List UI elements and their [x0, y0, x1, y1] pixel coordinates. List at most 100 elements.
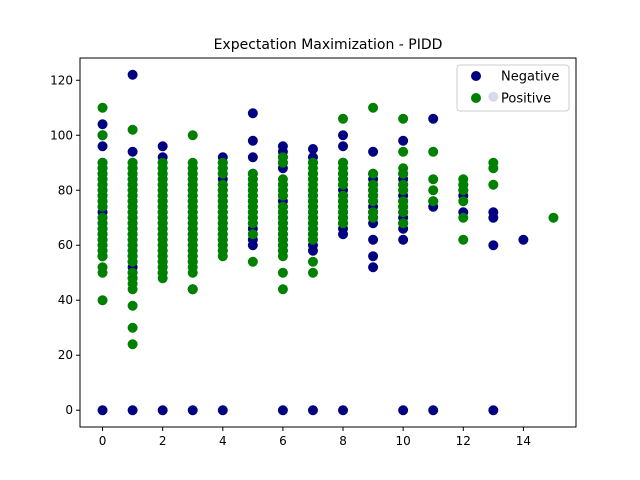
- data-point-positive: [277, 190, 288, 201]
- data-point-positive: [127, 322, 138, 333]
- data-point-positive: [127, 300, 138, 311]
- data-point-negative: [127, 146, 138, 157]
- data-point-positive: [368, 102, 379, 113]
- data-point-negative: [127, 69, 138, 80]
- data-point-negative: [488, 212, 499, 223]
- y-tick-label: 100: [50, 128, 73, 142]
- data-point-positive: [187, 130, 198, 141]
- data-point-negative: [217, 405, 228, 416]
- data-point-positive: [458, 196, 469, 207]
- data-point-negative: [368, 251, 379, 262]
- data-point-positive: [338, 218, 349, 229]
- data-point-negative: [368, 234, 379, 245]
- data-point-positive: [368, 212, 379, 223]
- data-point-positive: [127, 284, 138, 295]
- x-axis: 0 2 4 6 8 10 12 14: [99, 427, 531, 448]
- legend-label-negative: Negative: [501, 70, 559, 85]
- data-point-positive: [428, 174, 439, 185]
- data-point-negative: [307, 405, 318, 416]
- legend-marker-negative: [471, 71, 481, 81]
- data-point-negative: [368, 262, 379, 273]
- data-point-positive: [398, 146, 409, 157]
- x-tick-label: 14: [516, 434, 531, 448]
- legend: Negative Positive: [456, 64, 570, 112]
- data-point-negative: [247, 135, 258, 146]
- data-point-negative: [398, 135, 409, 146]
- data-point-positive: [307, 256, 318, 267]
- data-point-positive: [338, 179, 349, 190]
- data-point-positive: [127, 339, 138, 350]
- data-point-positive: [307, 267, 318, 278]
- data-point-negative: [97, 119, 108, 130]
- data-point-positive: [368, 196, 379, 207]
- data-point-positive: [217, 251, 228, 262]
- data-point-positive: [97, 130, 108, 141]
- data-point-negative: [338, 405, 349, 416]
- x-tick-label: 6: [279, 434, 287, 448]
- data-point-positive: [247, 218, 258, 229]
- data-point-positive: [307, 234, 318, 245]
- data-point-negative: [187, 405, 198, 416]
- data-point-positive: [338, 113, 349, 124]
- data-point-negative: [307, 245, 318, 256]
- data-point-negative: [428, 113, 439, 124]
- y-tick-label: 0: [65, 403, 73, 417]
- series-positive: [97, 102, 559, 350]
- data-point-positive: [398, 113, 409, 124]
- data-point-positive: [488, 163, 499, 174]
- data-point-positive: [187, 267, 198, 278]
- x-tick-label: 12: [456, 434, 471, 448]
- y-tick-label: 60: [58, 238, 73, 252]
- data-point-negative: [488, 405, 499, 416]
- data-point-positive: [428, 196, 439, 207]
- x-tick-label: 0: [99, 434, 107, 448]
- data-point-negative: [157, 141, 168, 152]
- data-point-positive: [548, 212, 559, 223]
- data-point-negative: [127, 405, 138, 416]
- y-tick-label: 40: [58, 293, 73, 307]
- y-tick-label: 20: [58, 348, 73, 362]
- data-point-positive: [97, 201, 108, 212]
- data-point-positive: [398, 168, 409, 179]
- data-point-negative: [398, 405, 409, 416]
- data-point-positive: [247, 256, 258, 267]
- x-tick-label: 4: [219, 434, 227, 448]
- data-point-positive: [277, 284, 288, 295]
- chart-title: Expectation Maximization - PIDD: [214, 37, 443, 53]
- data-point-negative: [338, 130, 349, 141]
- data-point-positive: [157, 273, 168, 284]
- data-point-positive: [217, 168, 228, 179]
- data-point-positive: [277, 157, 288, 168]
- x-tick-label: 8: [339, 434, 347, 448]
- data-point-negative: [97, 141, 108, 152]
- plot-frame: [79, 57, 577, 428]
- data-point-negative: [247, 240, 258, 251]
- data-point-negative: [338, 229, 349, 240]
- data-point-negative: [338, 141, 349, 152]
- data-point-negative: [157, 405, 168, 416]
- data-point-positive: [277, 251, 288, 262]
- data-point-positive: [368, 168, 379, 179]
- data-point-negative: [277, 405, 288, 416]
- data-point-positive: [97, 102, 108, 113]
- x-tick-label: 2: [159, 434, 167, 448]
- data-point-positive: [398, 185, 409, 196]
- legend-label-positive: Positive: [501, 92, 551, 107]
- y-axis: 0 20 40 60 80 100 120: [50, 73, 80, 417]
- legend-box: [456, 64, 570, 112]
- data-point-positive: [458, 234, 469, 245]
- data-point-positive: [398, 218, 409, 229]
- data-point-positive: [488, 179, 499, 190]
- y-tick-label: 120: [50, 73, 73, 87]
- data-point-positive: [458, 185, 469, 196]
- data-point-positive: [277, 267, 288, 278]
- data-point-negative: [518, 234, 529, 245]
- points-layer: [97, 69, 559, 416]
- data-point-negative: [247, 108, 258, 119]
- data-point-negative: [247, 152, 258, 163]
- data-point-positive: [97, 251, 108, 262]
- data-point-negative: [307, 144, 318, 155]
- data-point-positive: [97, 295, 108, 306]
- data-point-positive: [247, 229, 258, 240]
